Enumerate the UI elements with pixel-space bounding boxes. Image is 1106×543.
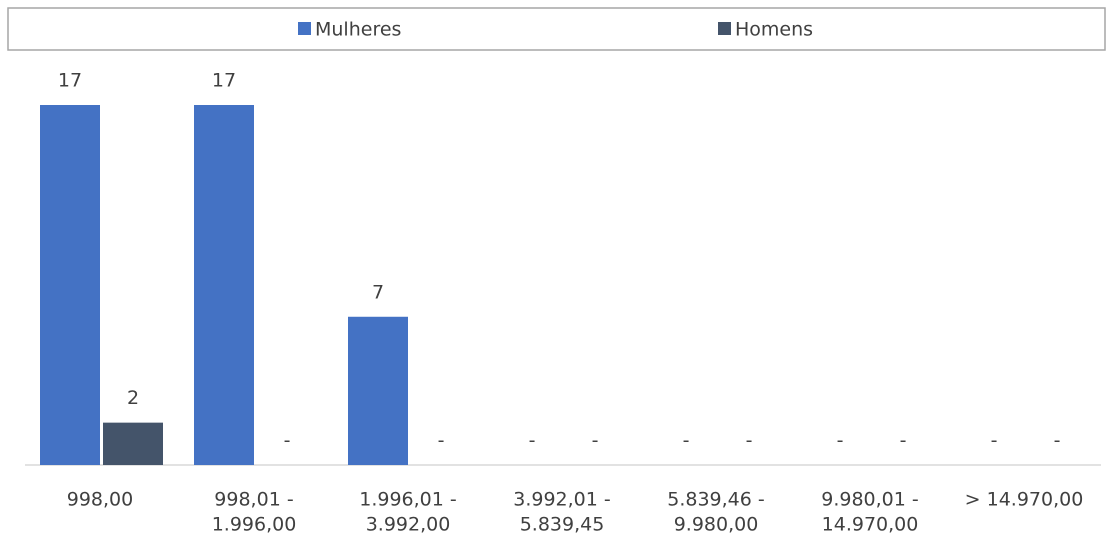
x-tick-label: 1.996,00	[212, 514, 297, 536]
x-tick-label: 9.980,01 -	[821, 489, 919, 511]
legend-label: Mulheres	[315, 19, 401, 41]
x-tick-label: 998,00	[67, 489, 133, 511]
legend-label: Homens	[735, 19, 813, 41]
value-label: -	[1054, 430, 1061, 452]
legend-swatch	[298, 22, 311, 35]
bar	[194, 105, 254, 465]
value-label: -	[438, 430, 445, 452]
x-tick-label: 1.996,01 -	[359, 489, 457, 511]
bar	[40, 105, 100, 465]
value-label: 7	[372, 281, 384, 303]
legend-swatch	[718, 22, 731, 35]
value-label: -	[284, 430, 291, 452]
value-label: 17	[58, 70, 82, 92]
legend-box	[7, 7, 1106, 51]
x-tick-label: 9.980,00	[674, 514, 759, 536]
value-label: -	[592, 430, 599, 452]
x-tick-label: > 14.970,00	[965, 489, 1084, 511]
value-label: -	[683, 430, 690, 452]
value-label: -	[991, 430, 998, 452]
x-tick-label: 998,01 -	[214, 489, 293, 511]
x-tick-label: 5.839,46 -	[667, 489, 765, 511]
bar	[348, 316, 408, 465]
x-tick-label: 3.992,00	[366, 514, 451, 536]
value-label: 17	[212, 70, 236, 92]
x-tick-label: 5.839,45	[520, 514, 605, 536]
value-label: 2	[127, 387, 139, 409]
value-label: -	[837, 430, 844, 452]
value-label: -	[529, 430, 536, 452]
x-tick-label: 3.992,01 -	[513, 489, 611, 511]
bar	[103, 422, 163, 465]
value-label: -	[746, 430, 753, 452]
x-tick-label: 14.970,00	[822, 514, 919, 536]
value-label: -	[900, 430, 907, 452]
